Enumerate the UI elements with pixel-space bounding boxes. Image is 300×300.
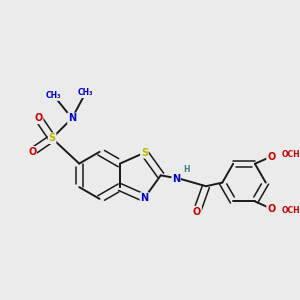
Text: O: O: [267, 204, 275, 214]
Text: OCH₃: OCH₃: [282, 150, 300, 159]
Text: OCH₃: OCH₃: [282, 206, 300, 215]
Text: S: S: [141, 148, 148, 158]
Text: N: N: [68, 113, 76, 123]
Text: O: O: [34, 113, 43, 123]
Text: O: O: [28, 147, 36, 157]
Text: H: H: [184, 165, 190, 174]
Text: CH₃: CH₃: [46, 91, 62, 100]
Text: O: O: [267, 152, 275, 161]
Text: N: N: [172, 174, 180, 184]
Text: O: O: [193, 207, 201, 217]
Text: S: S: [49, 133, 56, 143]
Text: N: N: [140, 193, 148, 203]
Text: CH₃: CH₃: [78, 88, 93, 98]
